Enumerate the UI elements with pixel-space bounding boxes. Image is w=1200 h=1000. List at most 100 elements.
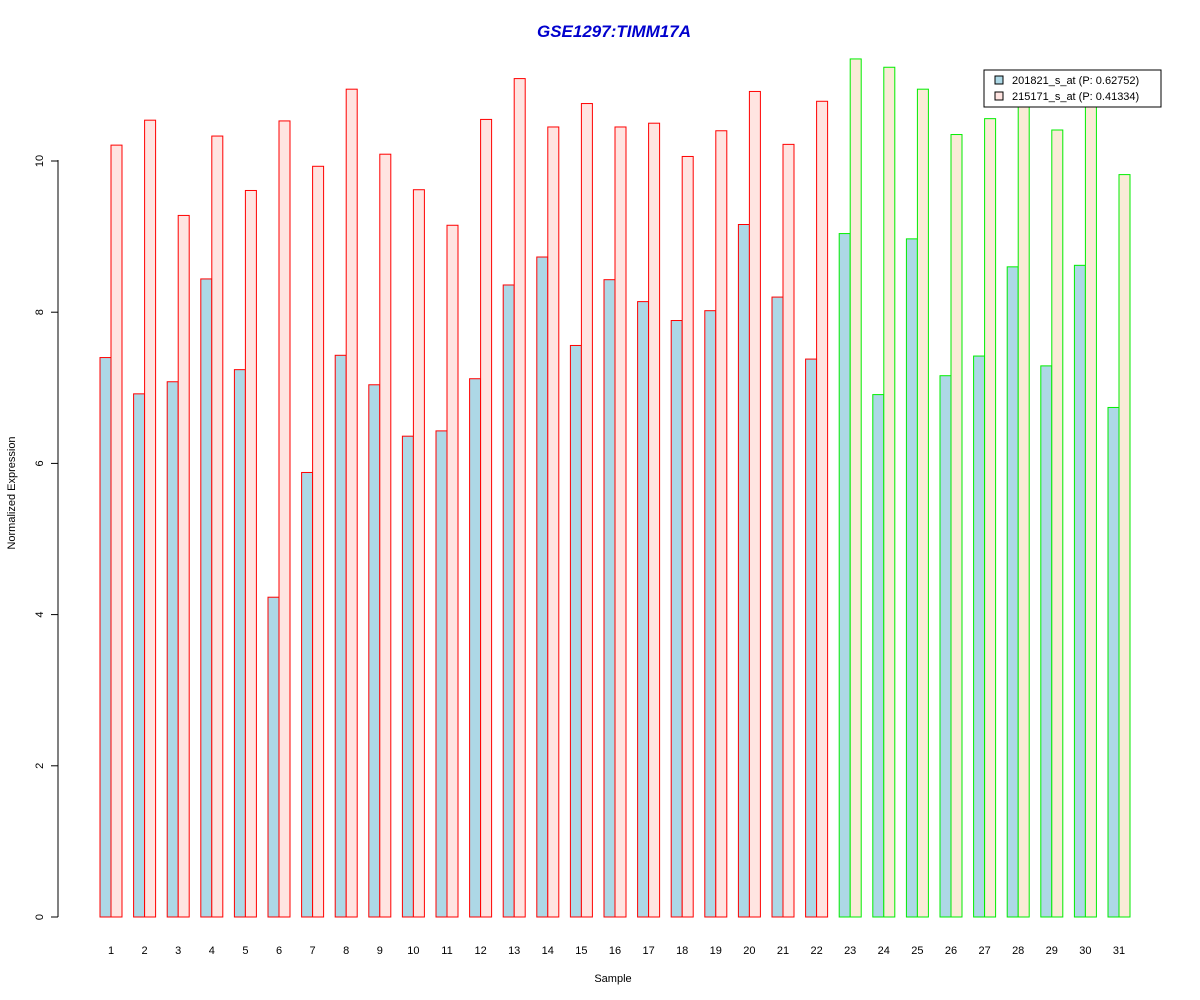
bar-201821-sample-29 <box>1040 365 1053 918</box>
bar-215171-sample-21 <box>782 143 795 918</box>
x-tick-label: 11 <box>441 945 452 957</box>
x-tick-label: 15 <box>575 945 587 957</box>
bar-201821-sample-16 <box>603 279 616 918</box>
bar-215171-sample-7 <box>312 165 325 918</box>
bar-215171-sample-3 <box>177 214 190 918</box>
x-tick-label: 10 <box>407 945 419 957</box>
x-tick-label: 12 <box>474 945 486 957</box>
legend-box <box>983 69 1162 108</box>
bar-201821-sample-24 <box>872 394 885 918</box>
legend-label-215171: 215171_s_at (P: 0.41334) <box>1012 91 1139 103</box>
bar-201821-sample-23 <box>838 233 851 918</box>
bar-201821-sample-9 <box>368 384 381 918</box>
bar-201821-sample-26 <box>939 375 952 918</box>
bar-201821-sample-5 <box>233 369 246 918</box>
bar-201821-sample-30 <box>1073 264 1086 918</box>
bar-215171-sample-17 <box>648 122 661 918</box>
bar-215171-sample-6 <box>278 120 291 918</box>
bar-201821-sample-31 <box>1107 406 1120 918</box>
x-tick-label: 30 <box>1079 945 1091 957</box>
x-tick-label: 23 <box>844 945 856 957</box>
x-tick-label: 7 <box>310 945 316 957</box>
x-tick-label: 26 <box>945 945 957 957</box>
bar-215171-sample-20 <box>748 90 761 918</box>
bar-215171-sample-8 <box>345 88 358 918</box>
x-tick-label: 4 <box>209 945 215 957</box>
x-tick-label: 5 <box>242 945 248 957</box>
x-tick-label: 17 <box>642 945 654 957</box>
bar-201821-sample-3 <box>166 381 179 918</box>
bar-215171-sample-1 <box>110 144 123 918</box>
bar-201821-sample-1 <box>99 357 112 918</box>
y-tick-label: 2 <box>34 763 46 769</box>
bars-group <box>99 58 1131 918</box>
bar-215171-sample-29 <box>1051 129 1064 918</box>
bar-215171-sample-30 <box>1084 106 1097 918</box>
bar-201821-sample-8 <box>334 354 347 918</box>
bar-215171-sample-11 <box>446 224 459 918</box>
bar-201821-sample-11 <box>435 430 448 918</box>
x-axis-label: Sample <box>594 973 631 985</box>
bar-215171-sample-10 <box>412 189 425 918</box>
bar-215171-sample-5 <box>244 189 257 918</box>
bar-201821-sample-20 <box>737 224 750 918</box>
y-tick-label: 10 <box>34 155 46 167</box>
y-axis-label: Normalized Expression <box>6 436 18 549</box>
x-tick-label: 24 <box>878 945 890 957</box>
x-tick-label: 13 <box>508 945 520 957</box>
x-tick-label: 14 <box>542 945 554 957</box>
bar-215171-sample-15 <box>580 103 593 918</box>
x-tick-labels: 1 2 3 4 5 6 7 8 9 10 11 12 13 14 15 16 17 18 19 20 21 22 23 24 2… <box>108 945 1125 957</box>
y-tick-label: 0 <box>34 914 46 920</box>
bar-201821-sample-4 <box>200 278 213 918</box>
x-tick-label: 19 <box>710 945 722 957</box>
bar-215171-sample-4 <box>211 135 224 918</box>
bar-215171-sample-12 <box>480 118 493 918</box>
bar-201821-sample-2 <box>133 393 146 918</box>
x-tick-label: 20 <box>743 945 755 957</box>
bar-201821-sample-27 <box>973 355 986 918</box>
bar-201821-sample-21 <box>771 296 784 918</box>
y-tick-label: 4 <box>34 612 46 618</box>
bar-201821-sample-14 <box>536 256 549 918</box>
bar-215171-sample-14 <box>547 126 560 918</box>
x-tick-label: 16 <box>609 945 621 957</box>
bar-201821-sample-18 <box>670 320 683 918</box>
bar-201821-sample-28 <box>1006 266 1019 918</box>
x-tick-label: 29 <box>1046 945 1058 957</box>
x-tick-label: 3 <box>175 945 181 957</box>
bar-215171-sample-18 <box>681 155 694 918</box>
x-tick-label: 22 <box>810 945 822 957</box>
bar-215171-sample-23 <box>849 58 862 918</box>
y-tick-label: 6 <box>34 460 46 466</box>
x-tick-label: 25 <box>911 945 923 957</box>
y-tick-label: 8 <box>34 309 46 315</box>
bar-215171-sample-19 <box>715 130 728 918</box>
x-tick-label: 18 <box>676 945 688 957</box>
bar-201821-sample-15 <box>569 344 582 918</box>
bar-215171-sample-13 <box>513 78 526 918</box>
bar-201821-sample-12 <box>469 378 482 918</box>
legend-swatch-215171 <box>994 91 1004 101</box>
bar-215171-sample-31 <box>1118 174 1131 918</box>
bar-201821-sample-25 <box>905 238 918 918</box>
bar-215171-sample-16 <box>614 126 627 918</box>
bar-215171-sample-9 <box>379 153 392 918</box>
bar-201821-sample-17 <box>637 301 650 918</box>
y-axis: 0 2 4 6 8 10 <box>34 155 59 920</box>
x-tick-label: 6 <box>276 945 282 957</box>
x-tick-label: 21 <box>777 945 789 957</box>
x-tick-label: 1 <box>108 945 114 957</box>
bar-201821-sample-13 <box>502 284 515 918</box>
bar-215171-sample-26 <box>950 134 963 918</box>
bar-215171-sample-28 <box>1017 104 1030 918</box>
bar-201821-sample-7 <box>301 471 314 918</box>
bar-201821-sample-10 <box>401 435 414 918</box>
bar-201821-sample-19 <box>704 310 717 918</box>
bar-215171-sample-24 <box>883 66 896 918</box>
x-tick-label: 31 <box>1113 945 1125 957</box>
bar-201821-sample-22 <box>805 358 818 918</box>
bar-215171-sample-22 <box>816 100 829 918</box>
legend: 201821_s_at (P: 0.62752) 215171_s_at (P:… <box>983 69 1162 108</box>
bar-215171-sample-25 <box>916 88 929 918</box>
